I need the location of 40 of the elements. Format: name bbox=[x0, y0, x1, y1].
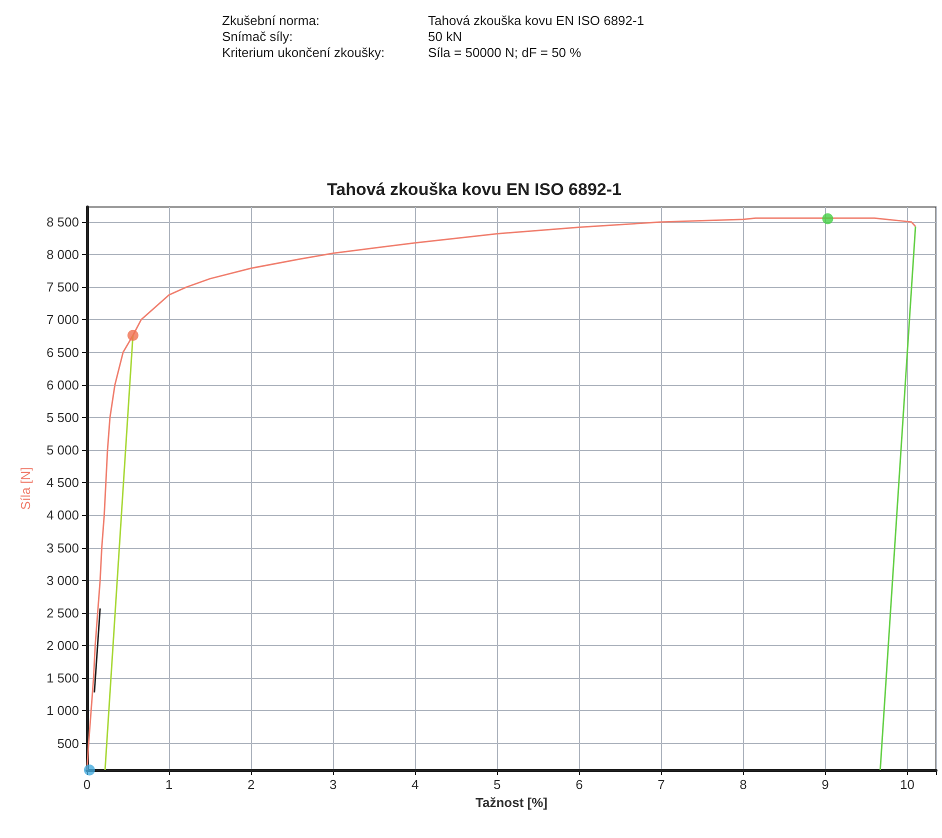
y-tick-label: 3 500 bbox=[46, 540, 79, 556]
y-tick-label: 500 bbox=[57, 736, 79, 751]
y-tick-label: 7 500 bbox=[46, 280, 79, 295]
text: Snímač síly: bbox=[222, 29, 293, 44]
y-tick-label: 6 000 bbox=[46, 377, 79, 392]
y-tick-label: 2 000 bbox=[46, 638, 79, 654]
x-tick-label: 5 bbox=[494, 777, 501, 792]
y-tick-label: 4 500 bbox=[46, 475, 79, 490]
y-tick-label: 2 500 bbox=[46, 605, 79, 620]
text: Kriterium ukončení zkoušky: bbox=[222, 45, 385, 60]
y-tick-label: 3 000 bbox=[46, 572, 79, 588]
x-tick-label: 0 bbox=[83, 777, 91, 792]
y-tick-label: 5 500 bbox=[46, 410, 79, 425]
x-tick-label: 9 bbox=[822, 777, 829, 792]
y-tick-label: 1 000 bbox=[46, 703, 79, 718]
text: Zkušební norma: bbox=[222, 13, 320, 28]
y-tick-label: 7 000 bbox=[46, 312, 79, 328]
text: 50 kN bbox=[428, 29, 462, 44]
y-axis-title: Síla [N] bbox=[18, 467, 33, 510]
y-tick-label: 4 000 bbox=[46, 508, 79, 523]
text: Tahová zkouška kovu EN ISO 6892-1 bbox=[428, 13, 644, 28]
x-tick-label: 3 bbox=[329, 777, 337, 792]
x-tick-label: 1 bbox=[165, 777, 173, 792]
x-axis-title: Tažnost [%] bbox=[476, 795, 548, 810]
y-tick-label: 8 000 bbox=[46, 247, 79, 262]
point bbox=[84, 764, 95, 776]
point bbox=[127, 330, 138, 341]
y-tick-label: 6 500 bbox=[46, 344, 79, 360]
chart-title: Tahová zkouška kovu EN ISO 6892-1 bbox=[327, 180, 622, 199]
text: Síla = 50000 N; dF = 50 % bbox=[428, 45, 582, 60]
y-tick-label: 8 500 bbox=[46, 214, 79, 230]
point bbox=[822, 213, 834, 224]
x-tick-label: 4 bbox=[412, 777, 419, 792]
x-tick-label: 8 bbox=[740, 777, 747, 792]
x-tick-label: 2 bbox=[247, 777, 255, 792]
x-tick-label: 10 bbox=[900, 777, 915, 792]
y-tick-label: 1 500 bbox=[46, 670, 79, 686]
x-tick-label: 7 bbox=[658, 777, 665, 792]
y-tick-label: 5 000 bbox=[46, 442, 79, 458]
x-tick-label: 6 bbox=[576, 777, 583, 792]
